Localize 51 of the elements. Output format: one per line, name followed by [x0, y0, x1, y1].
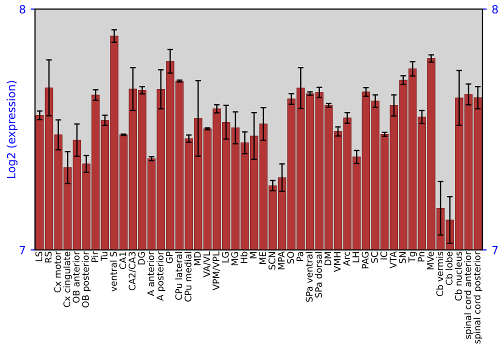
- x-tick-label: M: [250, 252, 257, 258]
- x-tick-label: MD: [194, 252, 201, 266]
- x-tick-label: IC: [380, 252, 388, 260]
- x-tick-label: SPa ventral: [306, 252, 313, 302]
- x-tick-label: GP: [166, 252, 173, 264]
- x-tick-label: OB posterior: [82, 251, 91, 308]
- x-tick-label: CPu medial: [184, 252, 192, 302]
- x-tick-label: ventral S: [110, 252, 117, 292]
- x-tick-label: Cx motor: [54, 251, 61, 292]
- x-tick-label: VA/VL: [203, 251, 211, 278]
- x-tick-label: ME: [259, 252, 266, 264]
- x-tick-label: SO: [287, 252, 294, 264]
- x-tick-label: LH: [352, 252, 360, 262]
- x-tick-label: SN: [399, 252, 406, 264]
- y2-tick-label: 7: [492, 246, 498, 254]
- x-tick-label: DG: [138, 252, 145, 264]
- x-tick-label: DM: [324, 252, 332, 266]
- x-tick-label: MPA: [278, 251, 285, 270]
- x-tick-label: Cb lobe: [446, 252, 452, 286]
- x-tick-label: A posterior: [156, 251, 166, 301]
- x-tick-label: Pn: [418, 252, 424, 262]
- x-tick-label: Hb: [240, 252, 248, 263]
- x-tick-label: LG: [222, 252, 229, 262]
- x-tick-label: Tg: [408, 252, 417, 263]
- y2-tick-label: 8: [492, 5, 498, 14]
- x-tick-label: MG: [231, 252, 238, 266]
- x-tick-label: VPM/VPL: [212, 251, 220, 290]
- y-axis-title: Log2 (expression): [6, 80, 18, 178]
- x-tick-label: CPu lateral: [175, 252, 182, 300]
- x-tick-label: A anterior: [147, 251, 154, 296]
- x-tick-label: Arc: [343, 252, 350, 266]
- x-tick-label: spinal cord posterior: [473, 251, 482, 344]
- x-tick-label: CA2/CA3: [128, 252, 136, 290]
- x-tick-label: Pir: [91, 251, 98, 262]
- x-tick-label: OB anterior: [72, 251, 80, 303]
- x-tick-label: SC: [371, 252, 378, 263]
- x-tick-label: SCN: [268, 252, 276, 270]
- x-tick-label: Cb nucleus: [454, 252, 462, 301]
- x-tick-label: Pa: [296, 252, 304, 261]
- x-tick-label: Tu: [100, 252, 108, 262]
- x-tick-label: VTA: [390, 251, 396, 268]
- x-tick-label: Cx cingulate: [63, 252, 72, 308]
- x-tick-label: MVe: [427, 252, 434, 270]
- x-tick-label: PAG: [362, 252, 369, 268]
- x-tick-label: spinal cord anterior: [464, 251, 473, 339]
- x-tick-label: CA1: [119, 252, 126, 270]
- x-tick-label: VMH: [334, 252, 340, 272]
- x-tick-label: RS: [44, 252, 52, 262]
- x-tick-label: LS: [35, 252, 42, 262]
- x-tick-label: Cb vermis: [436, 252, 444, 296]
- x-tick-label: SPa dorsal: [314, 252, 322, 298]
